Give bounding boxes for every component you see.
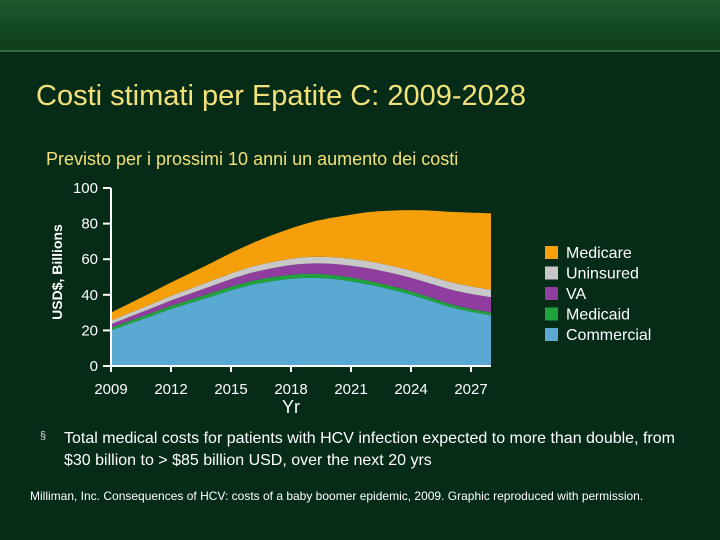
x-tick-label: 2021 — [334, 381, 367, 398]
x-tick-label: 2027 — [454, 381, 487, 398]
source-citation: Milliman, Inc. Consequences of HCV: cost… — [30, 489, 644, 503]
y-tick-label: 100 — [73, 180, 98, 197]
header-divider — [0, 50, 720, 52]
x-tick-label: 2012 — [154, 381, 187, 398]
legend-swatch-commercial — [545, 328, 558, 341]
legend-label-va: VA — [566, 286, 586, 303]
x-axis-label: Yr — [282, 397, 300, 417]
x-tick-label: 2009 — [94, 381, 127, 398]
header-band — [0, 0, 720, 50]
x-tick-label: 2024 — [394, 381, 427, 398]
y-axis-label: USD$, Billions — [49, 224, 65, 320]
area-medicaid — [111, 273, 491, 331]
area-va — [111, 263, 491, 328]
chart-title: Previsto per i prossimi 10 anni un aumen… — [46, 149, 459, 169]
summary-bullet: Total medical costs for patients with HC… — [64, 430, 675, 469]
area-uninsured — [111, 256, 491, 325]
x-tick-label: 2018 — [274, 381, 307, 398]
legend-swatch-va — [545, 287, 558, 300]
legend-label-uninsured: Uninsured — [566, 266, 639, 283]
y-tick-label: 0 — [90, 358, 98, 375]
y-tick-label: 40 — [81, 287, 98, 304]
y-tick-label: 20 — [81, 322, 98, 339]
area-commercial — [111, 277, 491, 366]
x-tick-label: 2015 — [214, 381, 247, 398]
y-tick-label: 60 — [81, 251, 98, 268]
slide-title: Costi stimati per Epatite C: 2009-2028 — [36, 80, 527, 112]
bullet-marker: § — [40, 430, 47, 442]
y-tick-label: 80 — [81, 216, 98, 233]
legend-label-medicare: Medicare — [566, 245, 632, 262]
legend-label-commercial: Commercial — [566, 327, 651, 344]
legend-label-medicaid: Medicaid — [566, 307, 630, 324]
area-medicare — [111, 210, 491, 321]
legend-swatch-medicare — [545, 246, 558, 259]
stacked-area-chart: 0 20 40 60 80 100 2009 2012 2015 2018 2021 2024 2027… — [73, 180, 651, 417]
legend-swatch-medicaid — [545, 307, 558, 321]
legend-swatch-uninsured — [545, 266, 558, 280]
